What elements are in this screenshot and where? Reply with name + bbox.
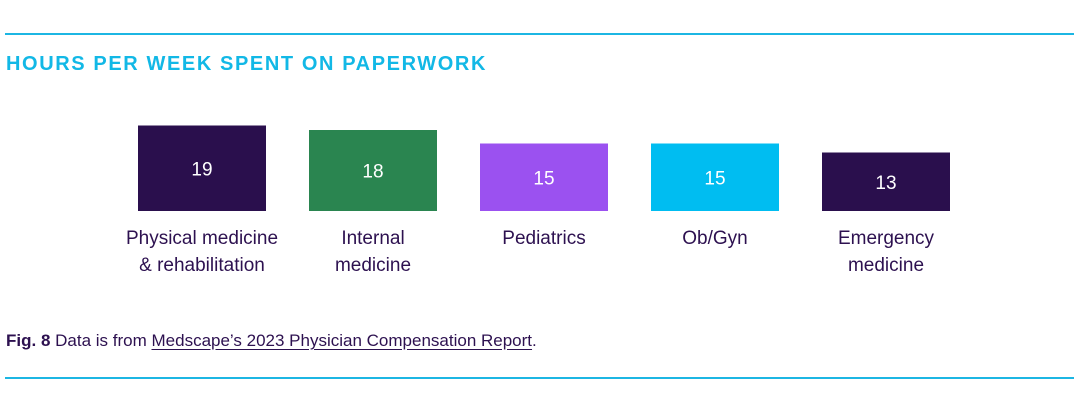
chart-title: HOURS PER WEEK SPENT ON PAPERWORK — [6, 53, 487, 75]
category-label: Ob/Gyn — [682, 228, 747, 249]
category-label: medicine — [335, 255, 411, 276]
bar-value-label: 15 — [533, 168, 554, 189]
category-label: & rehabilitation — [139, 255, 265, 276]
figure-caption: Fig. 8 Data is from Medscape’s 2023 Phys… — [6, 331, 537, 351]
bar-value-label: 19 — [191, 159, 212, 180]
bar-value-label: 18 — [362, 162, 383, 183]
caption-period: . — [532, 331, 537, 350]
bar-0 — [138, 125, 266, 211]
top-divider — [5, 33, 1074, 35]
bar-2 — [480, 143, 608, 211]
bar-value-label: 15 — [704, 168, 725, 189]
category-label: medicine — [848, 255, 924, 276]
bar-value-label: 13 — [875, 173, 896, 194]
category-label: Internal — [341, 228, 404, 249]
bottom-divider — [5, 377, 1074, 379]
caption-text: Data is from — [50, 331, 152, 350]
figure-number: Fig. 8 — [6, 331, 51, 350]
category-label: Pediatrics — [502, 228, 585, 249]
bar-3 — [651, 143, 779, 211]
category-label: Emergency — [838, 228, 935, 249]
source-report-link[interactable]: Medscape’s 2023 Physician Compensation R… — [151, 331, 533, 350]
bar-1 — [309, 130, 437, 211]
bar-chart: 19 Physical medicine & rehabilitation 18 Int… — [126, 125, 950, 276]
bar-4 — [822, 152, 950, 211]
category-label: Physical medicine — [126, 228, 278, 249]
